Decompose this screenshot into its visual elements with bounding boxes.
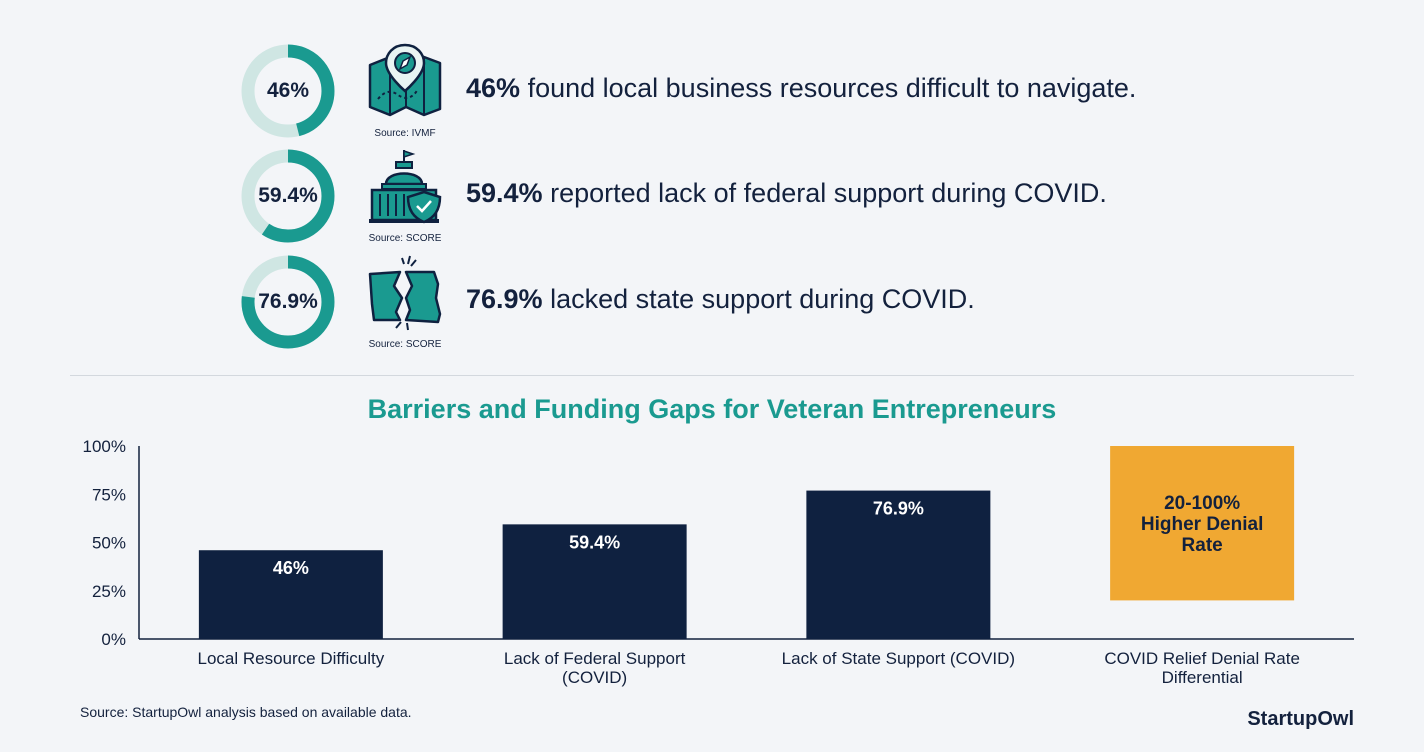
y-tick-label: 25% bbox=[92, 582, 126, 601]
stat-headline: 59.4% bbox=[466, 178, 543, 208]
y-tick-label: 0% bbox=[101, 630, 126, 649]
donut-progress bbox=[241, 149, 335, 243]
stat-description: found local business resources difficult… bbox=[527, 73, 1137, 103]
stat-text: 46% found local business resources diffi… bbox=[466, 73, 1136, 104]
y-tick-label: 50% bbox=[92, 534, 126, 553]
broken-map-icon bbox=[368, 255, 442, 331]
stat-description: lacked state support during COVID. bbox=[550, 284, 975, 314]
stat-source: Source: SCORE bbox=[368, 233, 442, 244]
range-bar-label: Rate bbox=[1182, 535, 1223, 556]
x-category-label: COVID Relief Denial Rate bbox=[1104, 649, 1300, 668]
map-compass-icon bbox=[368, 43, 442, 117]
donut-value: 59.4% bbox=[258, 184, 318, 207]
stat-headline: 46% bbox=[466, 73, 521, 103]
stat-source: Source: SCORE bbox=[368, 339, 442, 350]
x-category-label: Local Resource Difficulty bbox=[197, 649, 384, 668]
bar bbox=[198, 550, 383, 639]
donut-progress bbox=[241, 44, 335, 138]
y-tick-label: 100% bbox=[83, 437, 126, 456]
bar bbox=[502, 524, 687, 639]
bar-data-label: 59.4% bbox=[569, 532, 620, 552]
footnote: Source: StartupOwl analysis based on ava… bbox=[80, 704, 412, 720]
bar bbox=[806, 490, 991, 639]
x-category-label: (COVID) bbox=[562, 668, 627, 687]
donut-chart bbox=[241, 149, 335, 243]
stat-headline: 76.9% bbox=[466, 284, 543, 314]
section-divider bbox=[70, 375, 1354, 376]
x-category-label: Lack of State Support (COVID) bbox=[782, 649, 1015, 668]
chart-title: Barriers and Funding Gaps for Veteran En… bbox=[367, 394, 1057, 424]
donut-chart bbox=[241, 255, 335, 349]
donut-chart bbox=[241, 44, 335, 138]
donut-value: 46% bbox=[266, 79, 310, 102]
donut-value: 76.9% bbox=[258, 290, 318, 313]
range-bar bbox=[1110, 446, 1295, 601]
stat-row: 59.4% Source: SCORE 59.4% reported lack … bbox=[0, 148, 1424, 248]
x-category-label: Lack of Federal Support bbox=[504, 649, 686, 668]
x-category-label: Differential bbox=[1162, 668, 1243, 687]
range-bar-label: 20-100% bbox=[1164, 493, 1240, 514]
stat-row: 76.9% Source: SCORE 76.9% lacked state s… bbox=[0, 254, 1424, 354]
stat-text: 59.4% reported lack of federal support d… bbox=[466, 178, 1107, 209]
range-bar-label: Higher Denial bbox=[1141, 514, 1263, 535]
brand-logo: StartupOwl bbox=[1247, 708, 1354, 730]
stat-source: Source: IVMF bbox=[374, 128, 436, 139]
y-tick-label: 75% bbox=[92, 485, 126, 504]
donut-progress bbox=[241, 255, 335, 349]
capitol-shield-icon bbox=[369, 149, 442, 224]
bar-data-label: 76.9% bbox=[873, 499, 924, 519]
stat-text: 76.9% lacked state support during COVID. bbox=[466, 284, 975, 315]
stat-row: 46% Source: IVMF 46% found local busines… bbox=[0, 43, 1424, 143]
bar-data-label: 46% bbox=[273, 558, 309, 578]
stat-description: reported lack of federal support during … bbox=[550, 178, 1107, 208]
